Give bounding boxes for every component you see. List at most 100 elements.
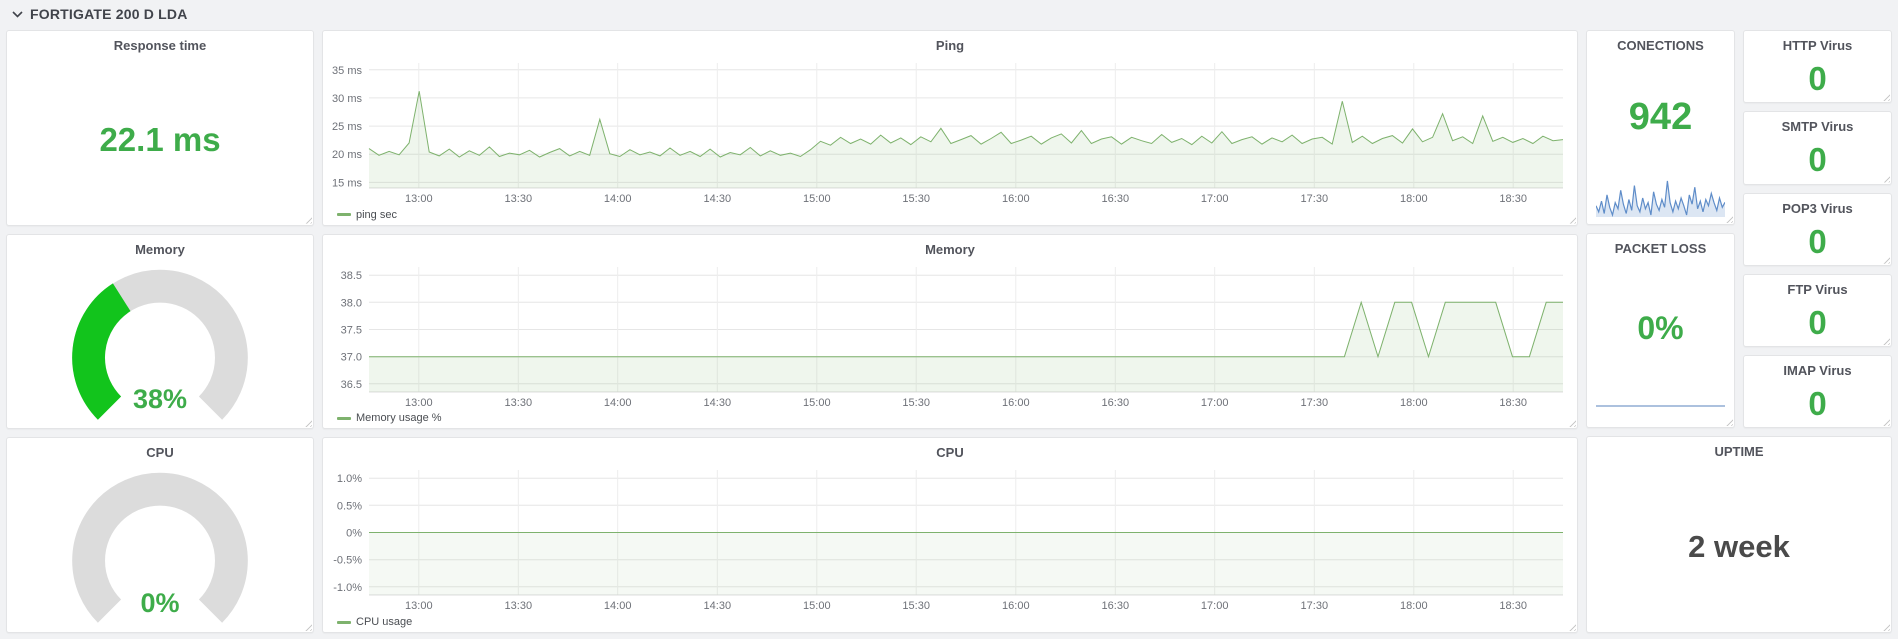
resize-handle[interactable] [303, 214, 312, 224]
svg-text:16:30: 16:30 [1102, 193, 1130, 205]
svg-text:17:30: 17:30 [1301, 193, 1329, 205]
ping-chart-panel: Ping 15 ms 20 ms 25 ms 30 ms 35 ms 13:00 13:30… [322, 30, 1578, 226]
svg-text:16:30: 16:30 [1102, 397, 1130, 409]
imap-virus-panel: IMAP Virus 0 [1743, 355, 1892, 429]
svg-text:18:00: 18:00 [1400, 397, 1428, 409]
memory-gauge [7, 259, 313, 429]
packet-loss-panel: PACKET LOSS 0% [1586, 233, 1735, 429]
cpu-gauge-panel-title[interactable]: CPU [146, 445, 174, 461]
cpu-gauge-value: 0% [140, 588, 180, 619]
svg-text:14:00: 14:00 [604, 193, 632, 205]
memory-chart-panel: Memory 36.5 37.0 37.5 38.0 38.5 13:00 13:30 14:… [322, 233, 1578, 430]
cpu-gauge-panel: CPU 0% [6, 437, 314, 634]
packet-loss-stat: 0% [1587, 258, 1734, 397]
smtp-virus-stat: 0 [1744, 136, 1891, 183]
svg-text:-1.0%: -1.0% [333, 582, 362, 594]
imap-virus-stat: 0 [1744, 380, 1891, 427]
charts-column: Ping 15 ms 20 ms 25 ms 30 ms 35 ms 13:00 13:30… [322, 30, 1578, 634]
packet-loss-panel-title[interactable]: PACKET LOSS [1614, 241, 1707, 257]
series-swatch [337, 620, 351, 624]
memory-chart-panel-title[interactable]: Memory [925, 241, 975, 257]
cpu-chart-panel-title[interactable]: CPU [936, 445, 964, 461]
resize-handle[interactable] [1724, 417, 1733, 427]
conections-stat: 942 [1587, 55, 1734, 179]
http-virus-value: 0 [1808, 60, 1827, 98]
resize-handle[interactable] [1881, 622, 1890, 631]
svg-text:18:30: 18:30 [1499, 193, 1527, 205]
cpu-chart[interactable]: -1.0% -0.5% 0% 0.5% 1.0% 13:00 13:30 14:00 14:30… [323, 462, 1577, 615]
dashboard-row-header[interactable]: FORTIGATE 200 D LDA [0, 0, 1898, 28]
dashboard-grid: Response time 22.1 ms Memory 38% CPU 0% [6, 30, 1892, 634]
ping-legend[interactable]: ping sec [323, 208, 1577, 225]
ping-chart[interactable]: 15 ms 20 ms 25 ms 30 ms 35 ms 13:00 13:30 14:00… [323, 55, 1577, 208]
svg-text:0%: 0% [346, 528, 362, 540]
cpu-legend-label[interactable]: CPU usage [356, 616, 413, 629]
svg-text:14:00: 14:00 [604, 600, 632, 612]
svg-text:13:30: 13:30 [505, 600, 533, 612]
smtp-virus-panel-title[interactable]: SMTP Virus [1781, 119, 1854, 135]
resize-handle[interactable] [303, 418, 312, 428]
svg-text:18:00: 18:00 [1400, 193, 1428, 205]
svg-text:30 ms: 30 ms [332, 93, 362, 105]
resize-handle[interactable] [1881, 336, 1890, 346]
memory-gauge-panel-title[interactable]: Memory [135, 241, 185, 257]
svg-text:13:00: 13:00 [405, 600, 433, 612]
imap-virus-panel-title[interactable]: IMAP Virus [1783, 363, 1852, 379]
ping-chart-panel-title[interactable]: Ping [935, 38, 965, 53]
svg-text:15:00: 15:00 [803, 193, 831, 205]
svg-text:25 ms: 25 ms [332, 121, 362, 133]
left-column: Response time 22.1 ms Memory 38% CPU 0% [6, 30, 314, 634]
response-time-panel-title[interactable]: Response time [113, 38, 207, 53]
cpu-chart-panel: CPU -1.0% -0.5% 0% 0.5% 1.0% 13:00 13:30 14:00 1… [322, 437, 1578, 634]
svg-text:-0.5%: -0.5% [333, 555, 362, 567]
resize-handle[interactable] [1881, 92, 1890, 102]
pop3-virus-panel-title[interactable]: POP3 Virus [1782, 200, 1853, 216]
svg-text:14:30: 14:30 [704, 397, 732, 409]
svg-text:38.0: 38.0 [341, 297, 362, 309]
uptime-panel: UPTIME 2 week [1586, 436, 1892, 633]
svg-text:13:30: 13:30 [505, 193, 533, 205]
svg-text:13:00: 13:00 [405, 397, 433, 409]
resize-handle[interactable] [1881, 173, 1890, 183]
packet-loss-value: 0% [1637, 309, 1684, 346]
memory-legend-label[interactable]: Memory usage % [356, 412, 442, 425]
virus-subcolumn: HTTP Virus 0 SMTP Virus 0 [1743, 30, 1892, 429]
resize-handle[interactable] [1567, 418, 1576, 428]
conections-panel-title[interactable]: CONECTIONS [1617, 38, 1704, 53]
cpu-legend[interactable]: CPU usage [323, 615, 1577, 632]
ping-legend-label[interactable]: ping sec [356, 208, 397, 221]
resize-handle[interactable] [1724, 214, 1733, 224]
ftp-virus-panel-title[interactable]: FTP Virus [1787, 281, 1848, 297]
svg-text:17:00: 17:00 [1201, 397, 1229, 409]
resize-handle[interactable] [1881, 254, 1890, 264]
resize-handle[interactable] [1881, 417, 1890, 427]
svg-text:15:30: 15:30 [902, 397, 930, 409]
response-time-stat: 22.1 ms [7, 55, 313, 225]
memory-legend[interactable]: Memory usage % [323, 411, 1577, 428]
svg-text:1.0%: 1.0% [337, 474, 362, 486]
stats-subcolumn: CONECTIONS 942 PACKET LOSS 0% [1586, 30, 1735, 429]
memory-gauge-value: 38% [132, 384, 188, 415]
svg-text:17:30: 17:30 [1301, 397, 1329, 409]
http-virus-panel-title[interactable]: HTTP Virus [1782, 38, 1853, 53]
svg-text:15:00: 15:00 [803, 397, 831, 409]
resize-handle[interactable] [1567, 214, 1576, 224]
cpu-gauge [7, 462, 313, 632]
resize-handle[interactable] [303, 622, 312, 632]
svg-text:17:00: 17:00 [1201, 600, 1229, 612]
series-swatch [337, 213, 351, 217]
response-time-panel: Response time 22.1 ms [6, 30, 314, 226]
svg-text:14:00: 14:00 [604, 397, 632, 409]
pop3-virus-stat: 0 [1744, 218, 1891, 265]
ftp-virus-value: 0 [1808, 303, 1827, 341]
memory-chart[interactable]: 36.5 37.0 37.5 38.0 38.5 13:00 13:30 14:00 14:30… [323, 259, 1577, 412]
smtp-virus-panel: SMTP Virus 0 [1743, 111, 1892, 185]
http-virus-panel: HTTP Virus 0 [1743, 30, 1892, 104]
imap-virus-value: 0 [1808, 385, 1827, 423]
resize-handle[interactable] [1567, 622, 1576, 632]
svg-text:16:00: 16:00 [1002, 397, 1030, 409]
svg-text:36.5: 36.5 [341, 378, 362, 390]
svg-text:15 ms: 15 ms [332, 177, 362, 189]
svg-text:38.5: 38.5 [341, 270, 362, 282]
uptime-panel-title[interactable]: UPTIME [1714, 444, 1764, 460]
